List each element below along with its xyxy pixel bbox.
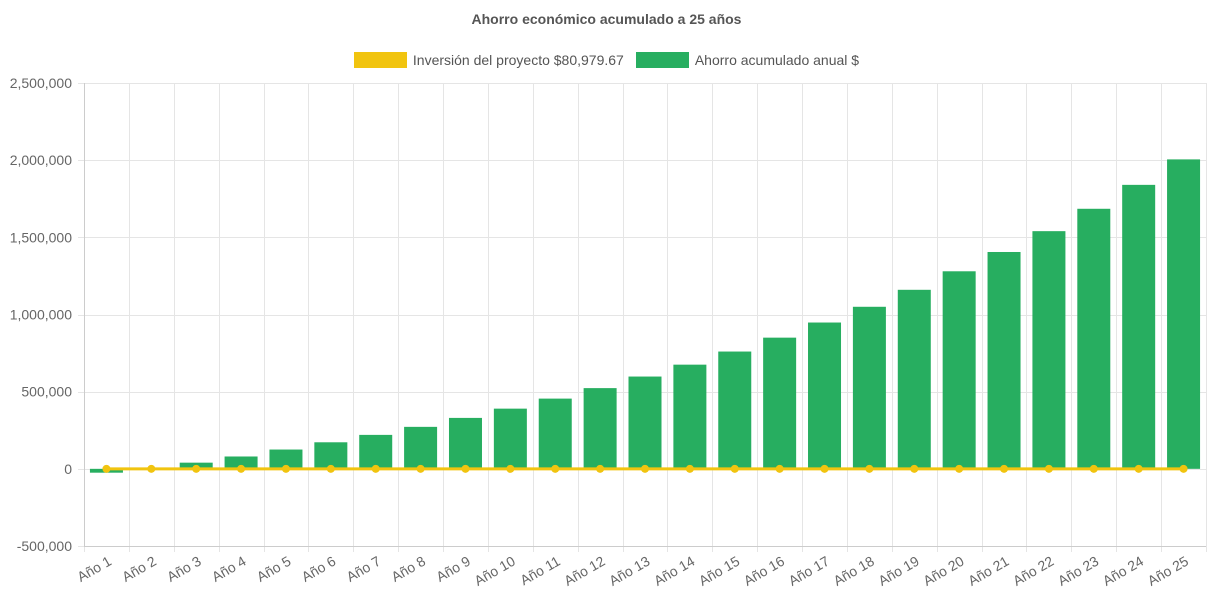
x-tick-label-21: Año 21 [965,553,1012,589]
x-tick-label-19: Año 19 [875,553,922,589]
bar-24[interactable] [1122,184,1156,469]
investment-point-8[interactable] [416,464,425,473]
bar-25[interactable] [1167,159,1201,469]
investment-point-21[interactable] [1000,464,1009,473]
legend-item-investment[interactable]: Inversión del proyecto $80,979.67 [353,52,624,68]
x-axis-tick-labels: Año 1 Año 2 Año 3 Año 4 Año 5 Año 6 Año 7 Año 8… [74,553,1191,589]
x-tick-label-12: Año 12 [561,553,608,589]
bar-13[interactable] [628,376,662,469]
x-tick-label-24: Año 24 [1100,553,1147,589]
investment-point-1[interactable] [102,464,111,473]
chart-title: Ahorro económico acumulado a 25 años [471,11,742,27]
bar-22[interactable] [1032,231,1066,469]
y-tick-label-1: 0 [64,461,72,477]
investment-point-4[interactable] [237,464,246,473]
x-tick-label-20: Año 20 [920,553,967,589]
line-series [102,464,1188,473]
investment-point-17[interactable] [820,464,829,473]
x-tick-label-18: Año 18 [830,553,877,589]
x-tick-label-7: Año 7 [344,553,384,585]
x-tick-label-8: Año 8 [388,553,428,585]
bar-16[interactable] [763,337,797,469]
chart-legend: Inversión del proyecto $80,979.67 Ahorro… [0,52,1213,68]
x-tick-label-3: Año 3 [164,553,204,585]
investment-point-18[interactable] [865,464,874,473]
investment-point-12[interactable] [596,464,605,473]
x-tick-label-14: Año 14 [651,553,698,589]
legend-swatch-savings [635,52,689,68]
investment-point-15[interactable] [730,464,739,473]
investment-point-7[interactable] [371,464,380,473]
x-tick-label-10: Año 10 [471,553,518,589]
investment-point-11[interactable] [551,464,560,473]
bar-19[interactable] [897,289,931,469]
bar-21[interactable] [987,251,1021,469]
x-tick-label-4: Año 4 [209,553,249,585]
legend-swatch-investment [353,52,407,68]
investment-point-25[interactable] [1179,464,1188,473]
y-tick-label-0: -500,000 [17,538,72,554]
legend-label-savings: Ahorro acumulado anual $ [694,52,860,68]
bar-15[interactable] [718,351,752,469]
x-tick-label-25: Año 25 [1145,553,1192,589]
investment-point-3[interactable] [192,464,201,473]
investment-point-2[interactable] [147,464,156,473]
x-tick-label-15: Año 15 [696,553,743,589]
investment-point-20[interactable] [955,464,964,473]
bar-5[interactable] [269,449,303,469]
bar-12[interactable] [583,388,617,469]
investment-point-5[interactable] [281,464,290,473]
bar-18[interactable] [852,306,886,469]
bar-8[interactable] [404,426,438,469]
legend-label-investment: Inversión del proyecto $80,979.67 [412,52,624,68]
bar-7[interactable] [359,434,393,469]
x-tick-label-13: Año 13 [606,553,653,589]
bar-4[interactable] [224,456,258,469]
investment-point-9[interactable] [461,464,470,473]
y-tick-label-2: 500,000 [21,384,72,400]
x-tick-label-5: Año 5 [254,553,294,585]
x-tick-label-11: Año 11 [517,553,563,589]
investment-point-10[interactable] [506,464,515,473]
bar-23[interactable] [1077,208,1111,469]
bar-11[interactable] [538,398,572,469]
investment-point-16[interactable] [775,464,784,473]
investment-point-13[interactable] [641,464,649,473]
x-tick-label-2: Año 2 [119,553,159,585]
bar-17[interactable] [808,322,842,469]
bar-14[interactable] [673,364,707,469]
bar-series [89,159,1201,473]
investment-point-19[interactable] [910,464,919,473]
investment-point-22[interactable] [1044,464,1053,473]
x-tick-label-22: Año 22 [1010,553,1057,589]
y-tick-label-3: 1,000,000 [10,307,72,323]
legend-item-savings[interactable]: Ahorro acumulado anual $ [635,52,860,68]
axes [84,83,1206,547]
y-tick-label-4: 1,500,000 [10,229,72,245]
y-axis-tick-labels: -500,000 0 500,000 1,000,000 1,500,000 2,000,… [10,75,73,554]
bar-6[interactable] [314,442,348,469]
x-tick-label-9: Año 9 [433,553,473,585]
bar-9[interactable] [448,417,482,469]
x-tick-label-16: Año 16 [741,553,788,589]
investment-point-6[interactable] [326,464,335,473]
y-tick-label-6: 2,500,000 [10,75,72,91]
x-tick-label-1: Año 1 [74,553,114,585]
bar-10[interactable] [493,408,527,469]
investment-point-24[interactable] [1134,464,1143,473]
investment-point-23[interactable] [1089,464,1098,473]
x-tick-label-17: Año 17 [786,553,833,589]
y-tick-label-5: 2,000,000 [10,152,72,168]
investment-point-14[interactable] [685,464,694,473]
x-tick-label-23: Año 23 [1055,553,1102,589]
x-tick-label-6: Año 6 [299,553,339,585]
bar-20[interactable] [942,271,976,469]
